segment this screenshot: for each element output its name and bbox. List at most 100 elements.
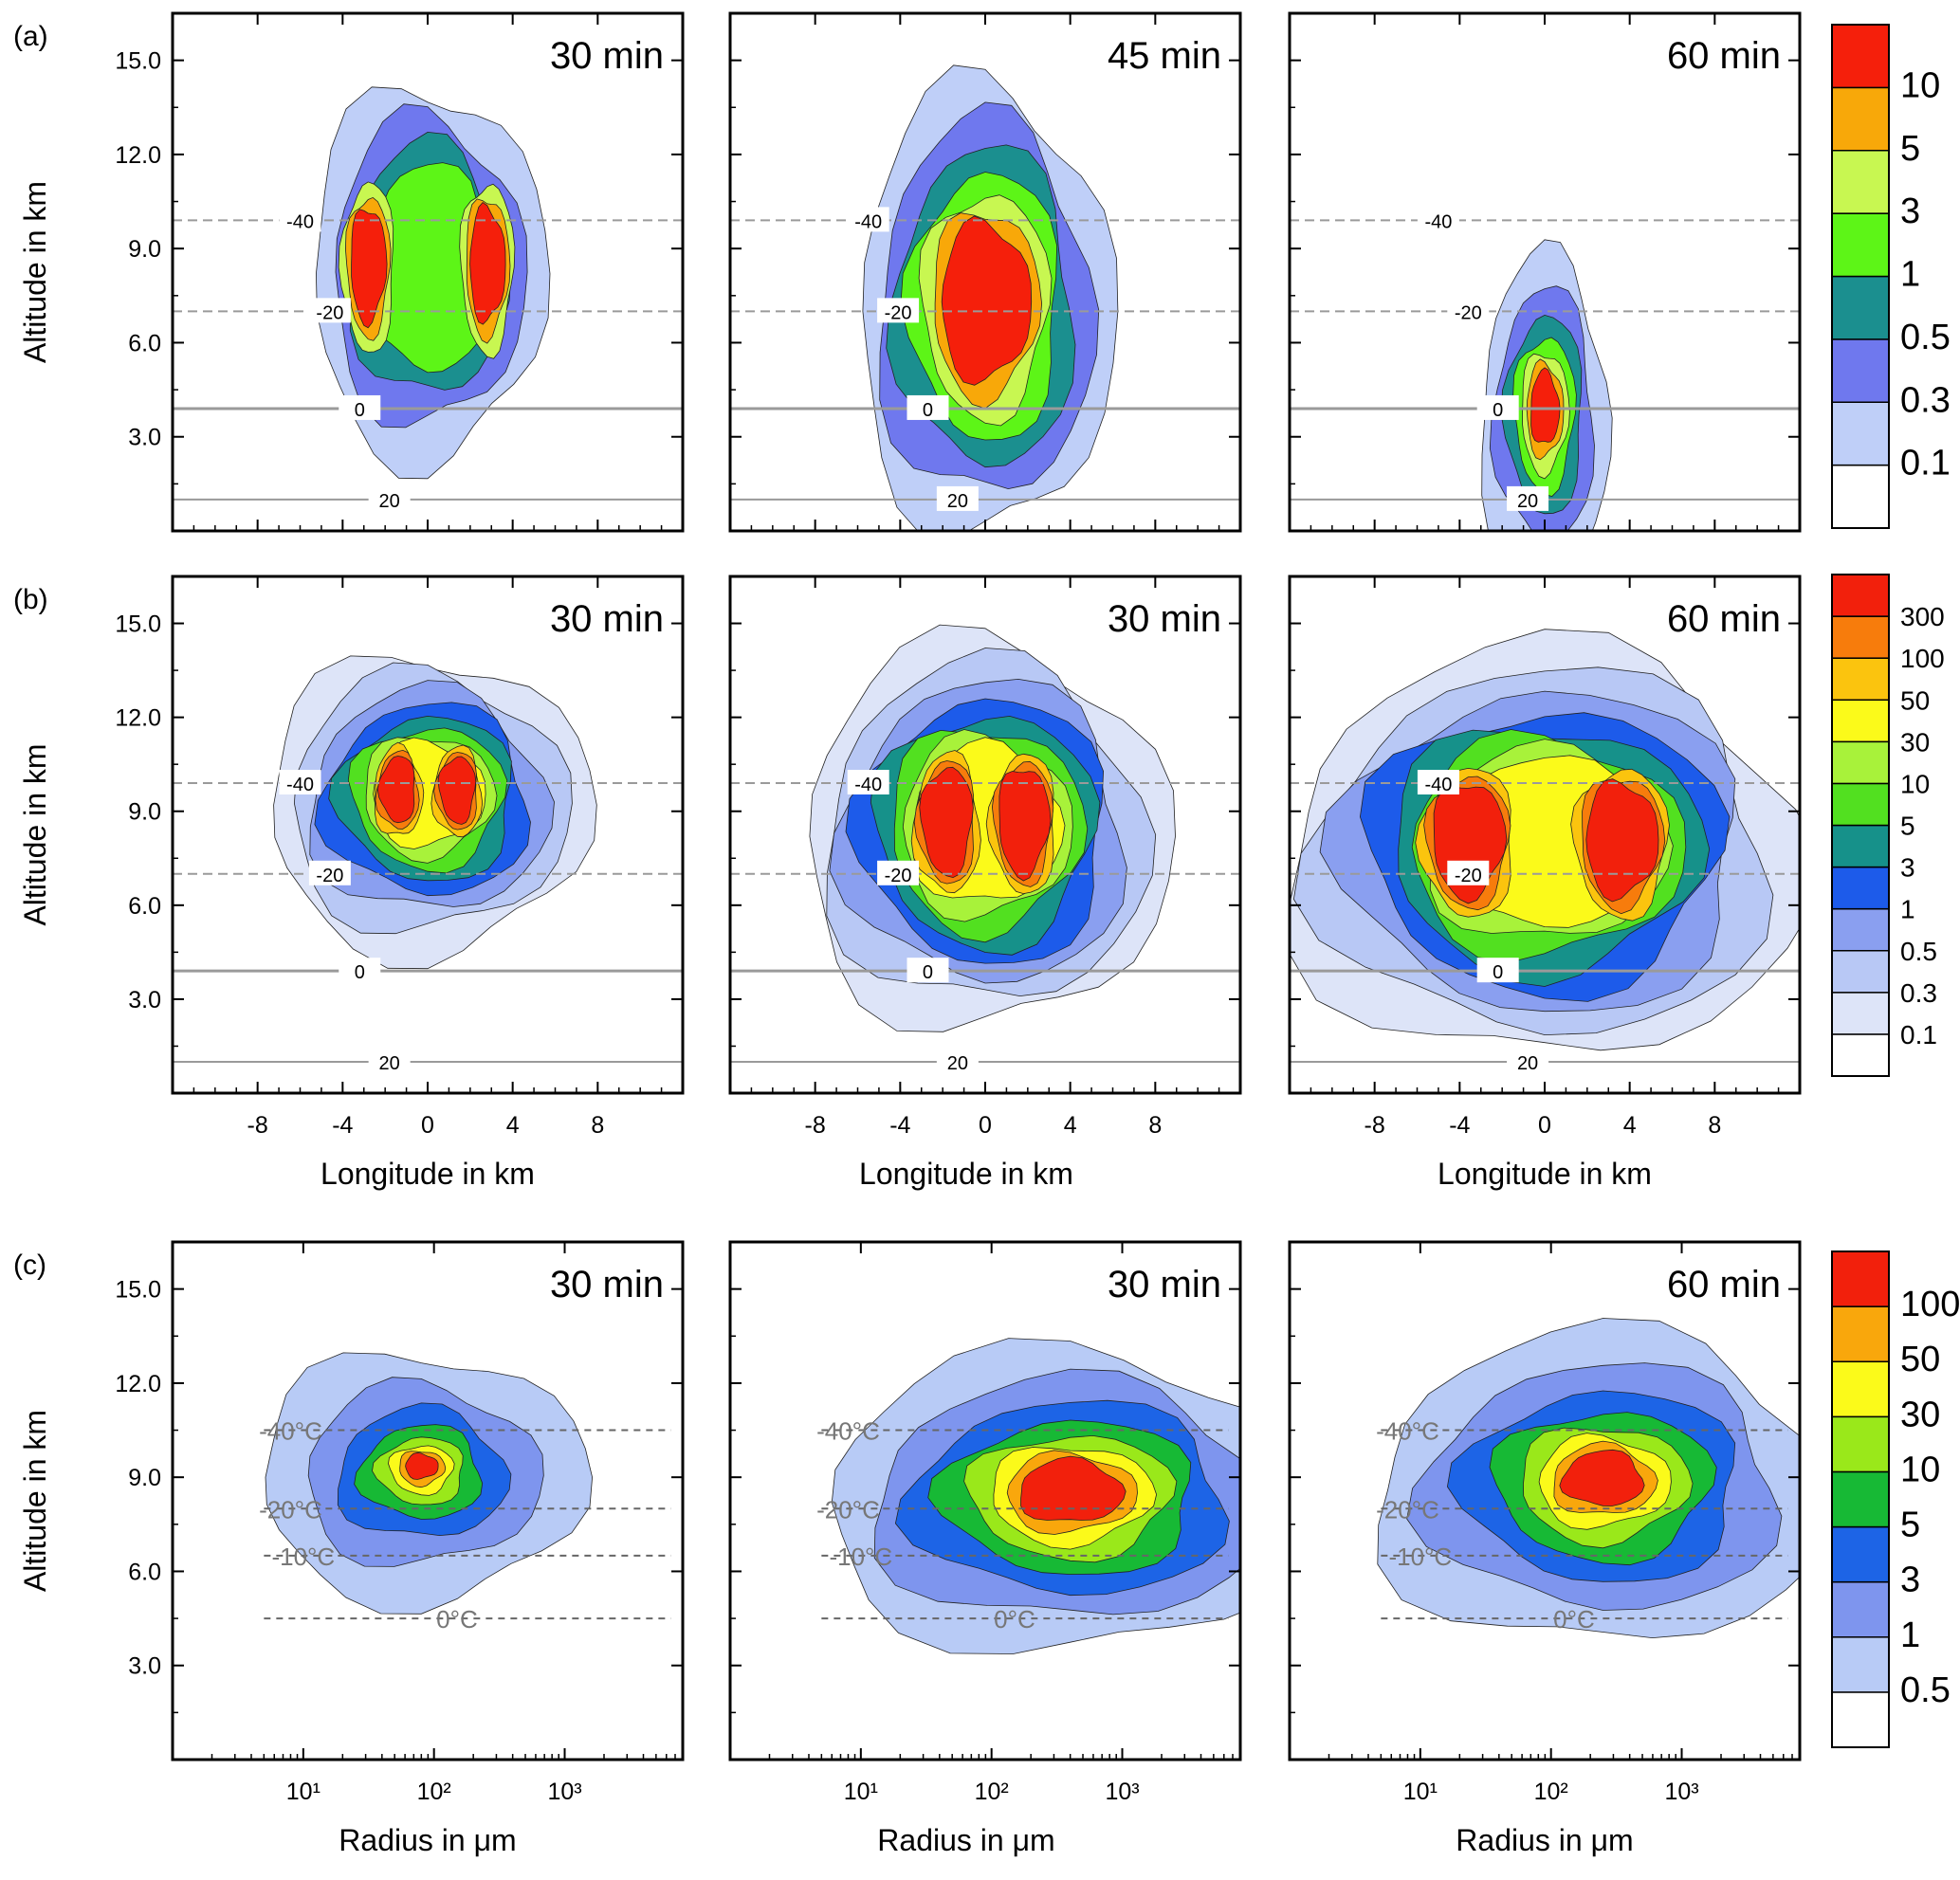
isotherm-label: 20 bbox=[379, 491, 400, 512]
colorbar-swatch bbox=[1831, 1033, 1890, 1077]
colorbar-swatch bbox=[1831, 1636, 1890, 1693]
x-axis-title: Longitude in km bbox=[1438, 1157, 1652, 1191]
x-tick-label: 10³ bbox=[1105, 1779, 1139, 1805]
isotherm-label-bg bbox=[339, 394, 381, 420]
isotherm-label: 20 bbox=[947, 1053, 968, 1074]
y-tick-label: 9.0 bbox=[128, 1465, 161, 1491]
contour-field: -40 -20 0 20 bbox=[730, 576, 1240, 1093]
colorbar-swatch bbox=[1831, 866, 1890, 910]
colorbar-label: 0.1 bbox=[1900, 444, 1951, 484]
isotherm-label-bg bbox=[1417, 770, 1459, 794]
colorbar-label: 3 bbox=[1900, 192, 1920, 231]
colorbar-swatch bbox=[1831, 1580, 1890, 1638]
x-axis-title: Radius in μm bbox=[877, 1823, 1054, 1857]
x-tick-label: 4 bbox=[1064, 1112, 1077, 1139]
isotherm-label: -20 bbox=[1455, 866, 1482, 886]
contour-field: -40 -20 0 20 bbox=[730, 13, 1240, 531]
contour-level-7 bbox=[351, 209, 388, 329]
x-tick-label: -4 bbox=[889, 1112, 910, 1139]
temperature-label: -20°C bbox=[816, 1495, 880, 1524]
colorbar-label: 0.5 bbox=[1900, 937, 1937, 966]
colorbar-label: 100 bbox=[1900, 644, 1945, 673]
panel: -40°C -20°C -10°C 0°C 30 min 10¹ 10² 10³ Radius … bbox=[728, 1240, 1242, 1857]
isotherm-label: -40 bbox=[1424, 775, 1452, 795]
isotherm-label: 0 bbox=[355, 962, 365, 983]
row-label: (a) bbox=[13, 21, 48, 52]
y-tick-label: 6.0 bbox=[128, 1559, 161, 1585]
temperature-label: -10°C bbox=[271, 1542, 335, 1571]
x-tick-label: -8 bbox=[247, 1112, 268, 1139]
isotherm-label: 0 bbox=[923, 400, 933, 421]
colorbar-label: 5 bbox=[1900, 812, 1915, 841]
colorbar-label: 50 bbox=[1900, 1340, 1940, 1379]
colorbar-label: 1 bbox=[1900, 1615, 1920, 1655]
isotherm-label-bg bbox=[907, 958, 949, 983]
x-axis-title: Radius in μm bbox=[1456, 1823, 1633, 1857]
colorbar-swatch bbox=[1831, 464, 1890, 529]
isotherm-label-bg bbox=[1507, 1048, 1549, 1073]
colorbar-swatch bbox=[1831, 212, 1890, 278]
isotherm-label: -20 bbox=[885, 302, 912, 323]
x-axis-title: Radius in μm bbox=[339, 1823, 516, 1857]
contour-level-11 bbox=[376, 756, 415, 824]
isotherm-label: 20 bbox=[1517, 491, 1538, 512]
isotherm-label-bg bbox=[1507, 485, 1549, 511]
colorbar-label: 50 bbox=[1900, 685, 1930, 715]
x-tick-label: 10² bbox=[1534, 1779, 1568, 1805]
contour-field: -40°C -20°C -10°C 0°C bbox=[1290, 1242, 1800, 1760]
colorbar: 0.1 0.3 0.5 1 3 5 10 bbox=[1831, 24, 1951, 529]
colorbar-label: 3 bbox=[1900, 1561, 1920, 1600]
panel-title: 30 min bbox=[1108, 598, 1221, 640]
isotherm-label: -20 bbox=[885, 866, 912, 886]
isotherm-label-bg bbox=[339, 958, 381, 983]
colorbar-swatch bbox=[1831, 24, 1890, 89]
colorbar-label: 3 bbox=[1900, 853, 1915, 883]
x-tick-label: 8 bbox=[1708, 1112, 1721, 1139]
y-tick-label: 12.0 bbox=[115, 705, 161, 732]
x-tick-label: 10¹ bbox=[844, 1779, 878, 1805]
isotherm-label-bg bbox=[1476, 394, 1519, 420]
panel: -40°C -20°C -10°C 0°C 60 min 10¹ 10² 10³ Radius … bbox=[1288, 1240, 1802, 1857]
contour-field: -40°C -20°C -10°C 0°C bbox=[730, 1242, 1240, 1760]
isotherm-label: -40 bbox=[854, 775, 882, 795]
isotherm-label: -20 bbox=[316, 866, 343, 886]
colorbar-swatch bbox=[1831, 782, 1890, 827]
contour-level-11 bbox=[1585, 778, 1659, 903]
panel-title: 60 min bbox=[1667, 1264, 1781, 1305]
colorbar-swatch bbox=[1831, 699, 1890, 743]
colorbar-swatch bbox=[1831, 950, 1890, 994]
x-tick-label: -4 bbox=[1449, 1112, 1470, 1139]
temperature-label: -10°C bbox=[1388, 1542, 1452, 1571]
temperature-label: -40°C bbox=[1376, 1417, 1439, 1446]
colorbar: 0.5 1 3 5 10 30 50 100 bbox=[1831, 1250, 1960, 1748]
colorbar-swatch bbox=[1831, 1415, 1890, 1473]
colorbar-swatch bbox=[1831, 907, 1890, 952]
contour-level-11 bbox=[919, 766, 974, 879]
contour-field: -40 -20 0 20 bbox=[173, 576, 683, 1093]
colorbar-label: 1 bbox=[1900, 255, 1920, 295]
contour-field: -40°C -20°C -10°C 0°C bbox=[173, 1242, 683, 1760]
y-tick-label: 15.0 bbox=[115, 611, 161, 638]
isotherm-label: -20 bbox=[316, 302, 343, 323]
isotherm-label: -40 bbox=[286, 211, 314, 232]
y-tick-label: 12.0 bbox=[115, 142, 161, 169]
panel-title: 30 min bbox=[550, 35, 664, 77]
y-axis-title: Altitude in km bbox=[18, 1410, 52, 1592]
contour-field: -40 -20 0 20 bbox=[173, 13, 683, 531]
x-tick-label: 10³ bbox=[1664, 1779, 1698, 1805]
isotherm-label-bg bbox=[308, 298, 351, 323]
isotherm-label-bg bbox=[877, 860, 920, 885]
isotherm-label: 20 bbox=[1517, 1053, 1538, 1074]
panel-title: 30 min bbox=[1108, 1264, 1221, 1305]
colorbar-swatch bbox=[1831, 740, 1890, 785]
isotherm-label-bg bbox=[936, 485, 979, 511]
contour-field: -40 -20 0 20 bbox=[1290, 576, 1800, 1093]
colorbar-label: 5 bbox=[1900, 1506, 1920, 1545]
isotherm-label: 0 bbox=[923, 962, 933, 983]
x-tick-label: -8 bbox=[805, 1112, 826, 1139]
colorbar-label: 0.5 bbox=[1900, 1670, 1951, 1710]
x-tick-label: 8 bbox=[1148, 1112, 1162, 1139]
x-tick-label: 10¹ bbox=[1403, 1779, 1438, 1805]
